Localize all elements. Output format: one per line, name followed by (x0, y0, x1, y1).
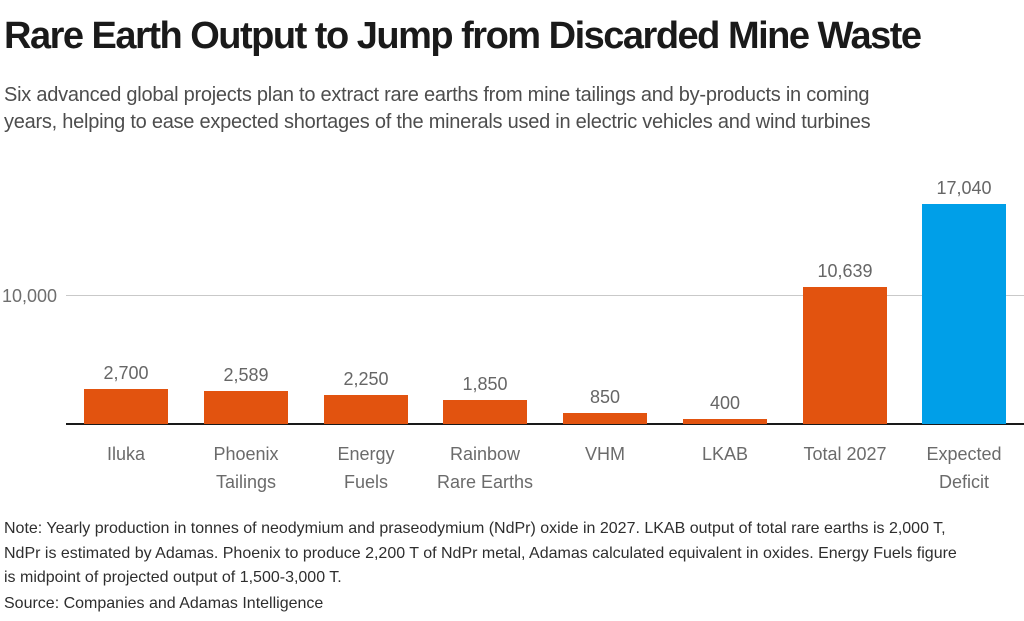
value-label-expected-deficit: 17,040 (936, 178, 992, 198)
category-label-total-2027: Total 2027 (803, 444, 887, 464)
value-label-energy-fuels: 2,250 (343, 369, 389, 389)
bar-expected-deficit (922, 204, 1006, 424)
bar-lkab (683, 419, 767, 424)
value-label-iluka: 2,700 (103, 363, 149, 383)
category-label-vhm: VHM (585, 444, 625, 464)
footnote: Note: Yearly production in tonnes of neo… (4, 520, 957, 586)
gridline-10000 (66, 295, 1024, 296)
category-label-energy-fuels: Energy Fuels (337, 444, 395, 492)
bar-rainbow-rare-earths (443, 400, 527, 424)
chart-subtitle: Six advanced global projects plan to ext… (4, 84, 871, 133)
bar-total-2027 (803, 287, 887, 424)
category-label-expected-deficit: Expected Deficit (926, 444, 1002, 492)
source-line: Source: Companies and Adamas Intelligenc… (4, 595, 324, 612)
value-label-vhm: 850 (589, 387, 621, 407)
bar-energy-fuels (324, 395, 408, 424)
chart-title: Rare Earth Output to Jump from Discarded… (4, 15, 922, 57)
category-label-rainbow-rare-earths: Rainbow Rare Earths (436, 444, 534, 492)
category-label-lkab: LKAB (701, 444, 749, 464)
category-label-iluka: Iluka (106, 444, 146, 464)
value-label-rainbow-rare-earths: 1,850 (462, 374, 508, 394)
plot-area: 10,000 2,700 Iluka 2,589 Phoenix Tailings 2,… (0, 160, 1024, 500)
value-label-phoenix-tailings: 2,589 (223, 365, 269, 385)
value-label-lkab: 400 (709, 393, 741, 413)
bar-phoenix-tailings (204, 391, 288, 424)
category-label-phoenix-tailings: Phoenix Tailings (213, 444, 279, 492)
x-axis-line (66, 423, 1024, 425)
bar-vhm (563, 413, 647, 424)
value-label-total-2027: 10,639 (817, 261, 873, 281)
y-axis-tick-label: 10,000 (2, 286, 58, 306)
bar-iluka (84, 389, 168, 424)
